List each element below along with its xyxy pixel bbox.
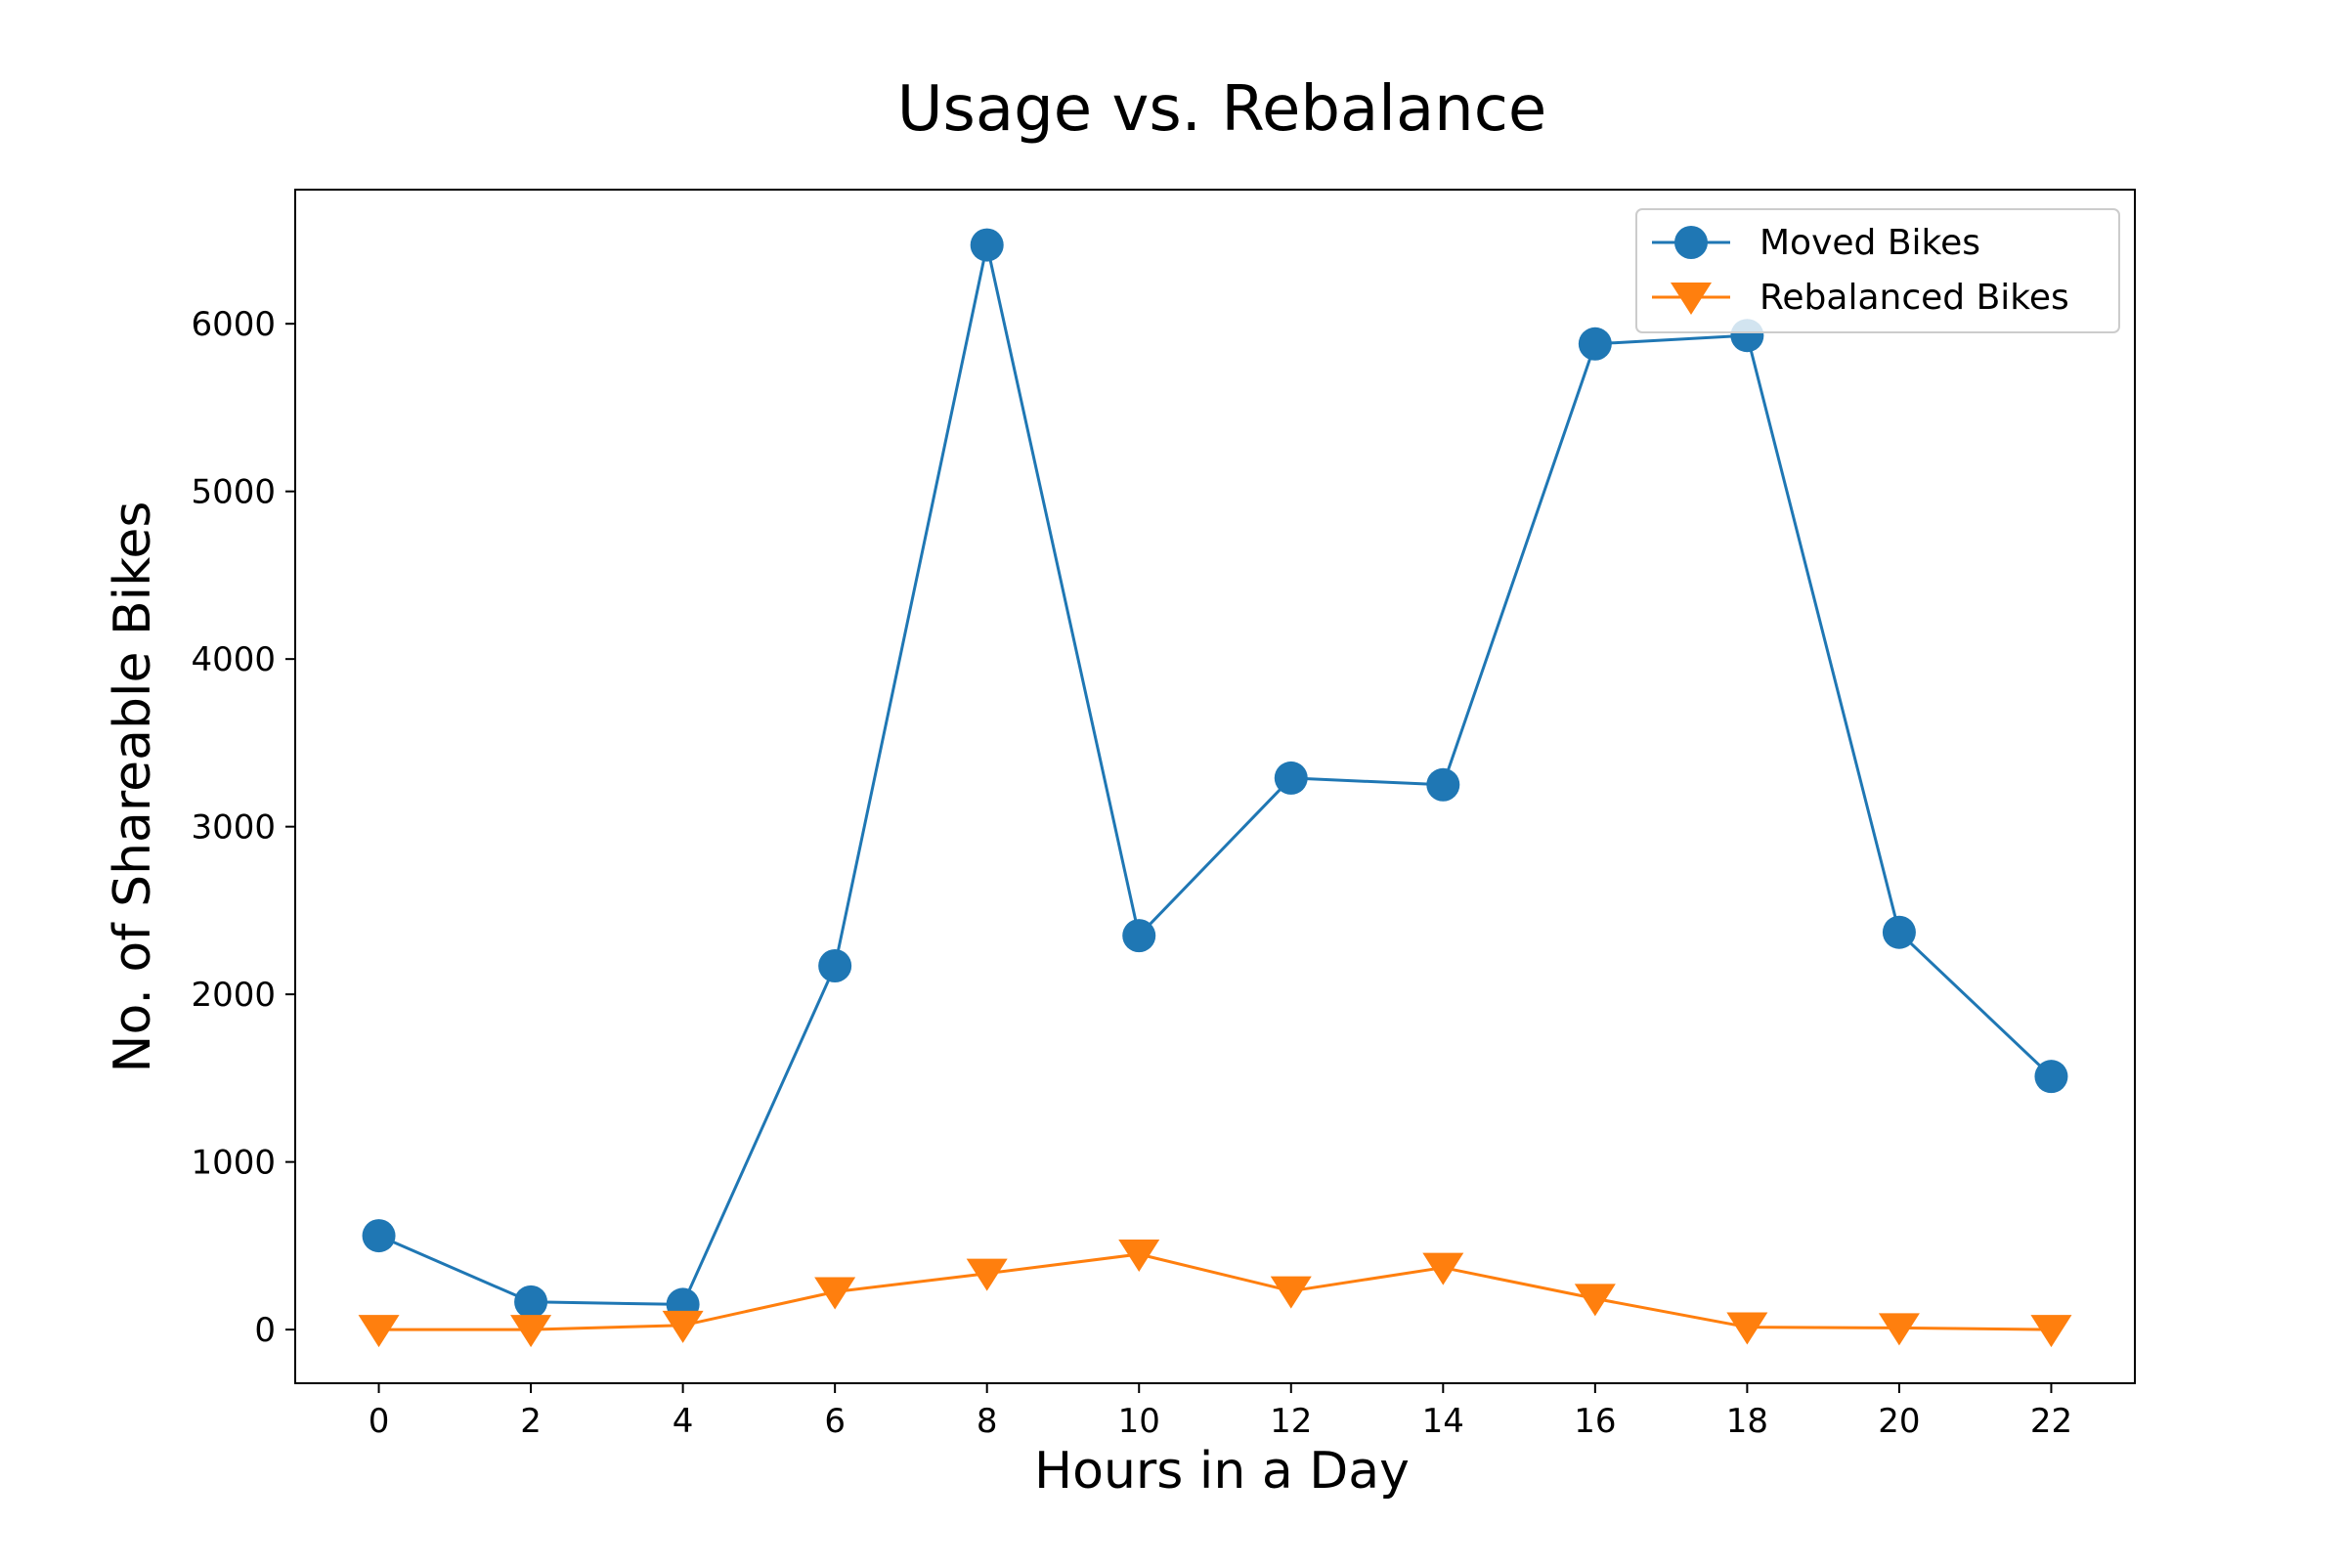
data-point-moved-bikes (514, 1285, 548, 1319)
y-axis-label: No. of Shareable Bikes (104, 501, 162, 1073)
data-point-moved-bikes (2034, 1060, 2068, 1094)
data-point-rebalanced-bikes (1726, 1312, 1768, 1345)
data-point-moved-bikes (1426, 767, 1460, 802)
legend-marker-moved-bikes (1674, 226, 1708, 259)
x-tick-label: 16 (1574, 1402, 1616, 1441)
data-point-rebalanced-bikes (966, 1258, 1008, 1291)
data-point-rebalanced-bikes (814, 1277, 856, 1310)
x-tick-label: 22 (2030, 1402, 2072, 1441)
data-point-moved-bikes (818, 948, 852, 982)
data-point-rebalanced-bikes (1118, 1239, 1160, 1272)
data-point-rebalanced-bikes (662, 1310, 704, 1343)
x-tick-label: 8 (977, 1402, 998, 1441)
legend-label-moved-bikes: Moved Bikes (1760, 223, 1980, 263)
x-tick-label: 6 (824, 1402, 846, 1441)
x-tick-label: 2 (520, 1402, 542, 1441)
x-tick-label: 14 (1422, 1402, 1464, 1441)
data-point-moved-bikes (362, 1219, 396, 1253)
plot-area (358, 228, 2072, 1348)
legend-marker-rebalanced-bikes (1671, 283, 1712, 315)
data-point-rebalanced-bikes (1270, 1276, 1312, 1309)
data-point-rebalanced-bikes (2030, 1315, 2072, 1348)
plot-frame (294, 189, 2136, 1384)
x-tick-label: 12 (1270, 1402, 1312, 1441)
y-tick-label: 5000 (191, 473, 276, 512)
data-point-moved-bikes (970, 228, 1004, 262)
data-point-rebalanced-bikes (510, 1315, 552, 1348)
data-point-rebalanced-bikes (1574, 1284, 1616, 1317)
y-tick-label: 0 (254, 1311, 276, 1350)
y-tick-label: 1000 (191, 1144, 276, 1183)
y-tick-label: 6000 (191, 305, 276, 344)
x-tick-label: 18 (1726, 1402, 1768, 1441)
data-point-moved-bikes (1274, 761, 1308, 795)
x-tick-label: 10 (1118, 1402, 1160, 1441)
data-point-moved-bikes (1122, 919, 1156, 953)
x-tick-label: 0 (369, 1402, 390, 1441)
data-point-moved-bikes (1578, 327, 1612, 361)
axes: 0 2 4 6 8 10 12 14 16 18 20 22 0 1000 2000 3000 4000 5000… (191, 189, 2136, 1441)
legend-label-rebalanced-bikes: Rebalanced Bikes (1760, 278, 2069, 318)
legend: Moved Bikes Rebalanced Bikes (1635, 208, 2120, 333)
data-point-rebalanced-bikes (1422, 1252, 1464, 1285)
series-line-moved-bikes (377, 243, 2053, 1306)
x-axis-label: Hours in a Day (1034, 1442, 1410, 1501)
chart-title: Usage vs. Rebalance (897, 73, 1547, 146)
series-line-rebalanced-bikes (378, 1252, 2052, 1331)
y-tick-label: 2000 (191, 976, 276, 1015)
x-tick-label: 20 (1878, 1402, 1920, 1441)
y-tick-label: 4000 (191, 640, 276, 679)
data-point-rebalanced-bikes (1878, 1313, 1920, 1346)
data-point-rebalanced-bikes (358, 1315, 400, 1348)
x-tick-label: 4 (673, 1402, 694, 1441)
legend-box (1635, 208, 2120, 333)
y-tick-label: 3000 (191, 808, 276, 848)
data-point-moved-bikes (1882, 915, 1916, 949)
